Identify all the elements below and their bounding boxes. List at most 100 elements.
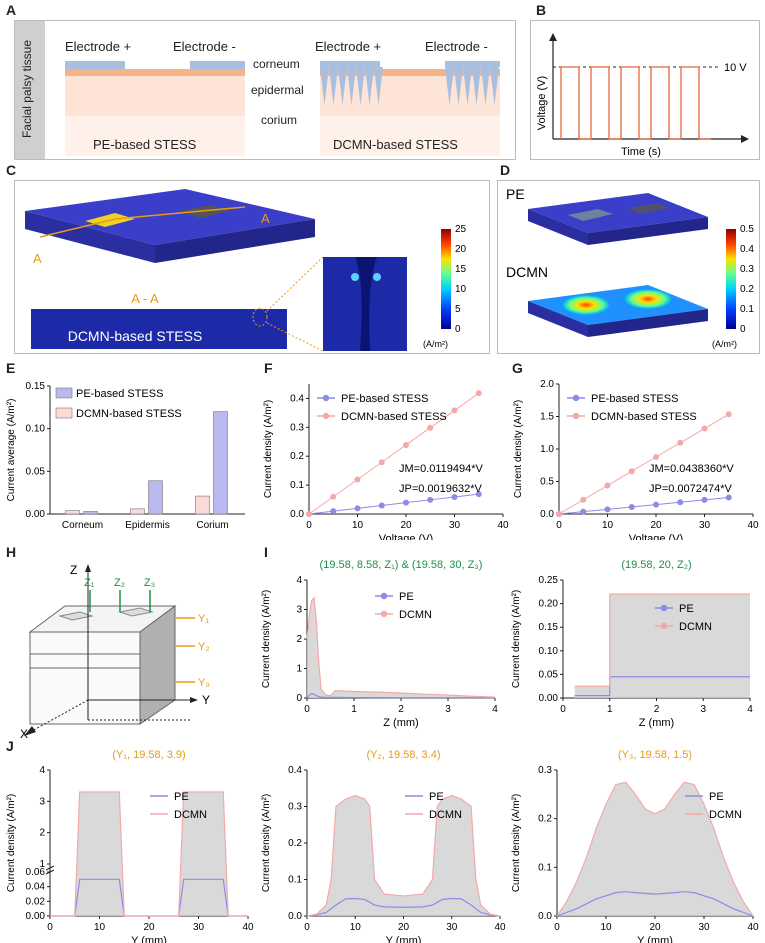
x-tick-label: Epidermis <box>125 520 169 531</box>
microneedle <box>445 67 454 105</box>
chart-i1: (19.58, 8.58, Z₁) & (19.58, 30, Z₃) 0 1 2 3 4… <box>261 559 498 729</box>
panel-d: PE DCMN 0.5 0.4 0.3 0.2 0.1 0 (A/m²) <box>497 180 760 354</box>
series-line <box>50 791 248 917</box>
voltage-pulse-chart: 10 V Voltage (V) Time (s) <box>536 33 749 158</box>
y-tick-label: 0.05 <box>26 466 46 477</box>
data-point <box>403 441 409 448</box>
panel-label-i: I <box>264 544 268 560</box>
legend-label: DCMN-based STESS <box>76 408 182 420</box>
chart-g: 0.0 0.5 1.0 1.5 2.0 0 10 20 30 40 Current density … <box>513 379 759 540</box>
corneum-label: corneum <box>253 57 300 71</box>
series-fill <box>574 594 750 698</box>
chart-title: (Y₂, 19.58, 3.4) <box>367 749 441 761</box>
x-axis-label: Voltage (V) <box>379 533 433 540</box>
y-tick-label: 0.15 <box>26 381 46 392</box>
x-axis-label: Y (mm) <box>637 935 673 943</box>
y-tick-label: 0.0 <box>540 509 554 520</box>
c-slab-side <box>155 219 315 263</box>
h-probe-y2: Y₂ <box>198 641 210 653</box>
x-tick-label: 10 <box>600 922 612 933</box>
bar <box>148 480 163 515</box>
x-tick-label: 10 <box>602 520 614 531</box>
data-point <box>628 503 635 510</box>
data-point <box>701 425 708 432</box>
data-point <box>556 511 562 517</box>
data-point <box>653 453 659 460</box>
colorbar-tick: 0.4 <box>740 244 754 255</box>
x-tick-label: 0 <box>306 520 312 531</box>
chart-i2: (19.58, 20, Z₂) 0.00 0.05 0.10 0.15 0.20 0.25 0… <box>511 559 753 729</box>
legend-marker <box>660 622 668 630</box>
y-tick-label: 0 <box>296 693 302 704</box>
series-line <box>306 897 501 917</box>
data-point <box>475 390 482 397</box>
h-probe-z1: Z₁ <box>84 577 95 589</box>
level-label: 10 V <box>724 62 747 74</box>
y-axis-label: Current average (A/m²) <box>6 399 17 502</box>
pe-electrode-minus <box>190 61 245 69</box>
series-fill <box>307 795 500 916</box>
pe-corium-layer <box>65 116 245 156</box>
y-tick-label: 1 <box>296 664 302 675</box>
legend-marker <box>660 604 668 612</box>
x-tick-label: 0 <box>560 704 566 715</box>
microneedle <box>320 67 329 105</box>
panel-label-a: A <box>6 2 17 18</box>
x-tick-label: 20 <box>400 520 412 531</box>
y-tick-label: 1 <box>39 859 45 870</box>
chart-title: (Y₁, 19.58, 3.9) <box>112 749 185 761</box>
data-point <box>604 482 611 489</box>
y-axis-label: Current density (A/m²) <box>513 400 524 498</box>
data-point <box>725 494 732 501</box>
data-point <box>725 411 732 418</box>
series-line <box>558 496 729 515</box>
x-tick-label: 2 <box>398 704 404 715</box>
data-point <box>330 493 337 500</box>
x-tick-label: 30 <box>699 520 711 531</box>
x-tick-label: 40 <box>494 922 506 933</box>
y-tick-label: 0.3 <box>538 765 552 776</box>
side-label-band <box>15 21 45 159</box>
legend-label: PE <box>679 603 694 615</box>
y-tick-label: 0.5 <box>540 477 554 488</box>
y-tick-label: 0.25 <box>539 575 559 586</box>
colorbar-tick: 5 <box>455 304 461 315</box>
colorbar-tick: 20 <box>455 244 467 255</box>
axis-break <box>45 869 55 875</box>
data-point <box>451 407 458 414</box>
legend-label: DCMN-based STESS <box>341 411 447 423</box>
colorbar-tick: 0 <box>455 324 461 335</box>
h-axis-x: X <box>20 727 28 740</box>
y-tick-label: 0.2 <box>538 814 552 825</box>
y-tick-label: 0.15 <box>539 622 559 633</box>
colorbar-tick: 25 <box>455 224 467 235</box>
axis-break <box>45 865 55 871</box>
x-tick-label: 0 <box>304 922 310 933</box>
x-tick-label: 40 <box>747 520 759 531</box>
x-tick-label: 3 <box>445 704 451 715</box>
legend-label: DCMN <box>399 609 432 621</box>
x-tick-label: 30 <box>449 520 461 531</box>
c-slab-front <box>25 211 155 263</box>
x-axis-label: Z (mm) <box>639 717 674 729</box>
epidermal-label: epidermal <box>251 83 304 97</box>
y-tick-label: 2.0 <box>540 379 554 390</box>
data-point <box>475 491 482 498</box>
chart-title: (19.58, 8.58, Z₁) & (19.58, 30, Z₃) <box>320 559 483 571</box>
x-tick-label: 20 <box>649 922 661 933</box>
y-tick-label: 0.10 <box>539 646 559 657</box>
panel-b: 10 V Voltage (V) Time (s) <box>530 20 760 160</box>
fit-annotation-m: JM=0.0119494*V <box>399 463 484 475</box>
y-tick-label: 4 <box>296 575 302 586</box>
c-cross-section <box>31 309 287 349</box>
dcmn-corium-layer <box>320 116 500 156</box>
y-axis-label: Current density (A/m²) <box>261 794 272 892</box>
chart-j3: (Y₃, 19.58, 1.5) 0.0 0.1 0.2 0.3 0 10 20 30 40 Cur… <box>511 749 759 943</box>
x-tick-label: 30 <box>446 922 458 933</box>
x-tick-label: 10 <box>352 520 364 531</box>
series-fill <box>50 791 248 916</box>
legend-marker <box>322 394 330 402</box>
data-point <box>378 459 385 466</box>
colorbar-tick: 10 <box>455 284 467 295</box>
